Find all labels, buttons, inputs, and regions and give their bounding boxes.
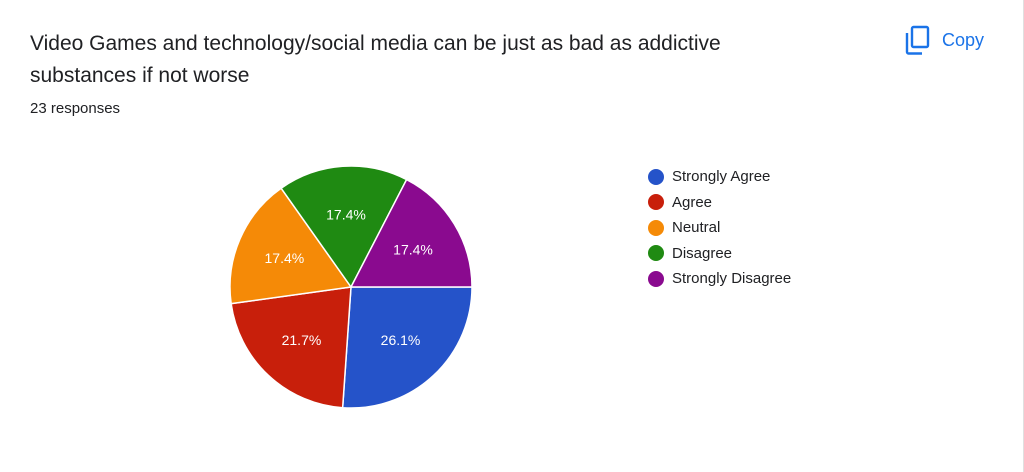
- slice-label: 17.4%: [393, 241, 433, 257]
- legend-label: Neutral: [672, 219, 721, 237]
- legend-item-strongly-disagree[interactable]: Strongly Disagree: [648, 266, 791, 292]
- legend-swatch: [648, 219, 664, 236]
- slice-label: 17.4%: [326, 207, 366, 223]
- legend-label: Strongly Agree: [672, 168, 771, 186]
- slice-label: 21.7%: [282, 332, 322, 348]
- legend-item-strongly-agree[interactable]: Strongly Agree: [648, 164, 791, 190]
- copy-icon: [904, 25, 930, 55]
- question-title: Video Games and technology/social media …: [30, 32, 721, 87]
- legend-swatch: [648, 270, 664, 287]
- pie-slice-neutral[interactable]: [229, 187, 353, 305]
- legend-label: Agree: [672, 193, 713, 211]
- copy-button[interactable]: Copy: [896, 20, 992, 60]
- legend-swatch: [648, 168, 664, 185]
- legend-swatch: [648, 245, 664, 262]
- pie-slice-agree[interactable]: [230, 286, 352, 409]
- pie-slice-strongly-disagree[interactable]: [349, 178, 473, 288]
- legend: Strongly Agree Agree Neutral Disagree St…: [648, 164, 791, 292]
- legend-label: Strongly Disagree: [672, 270, 792, 288]
- legend-swatch: [648, 194, 664, 211]
- pie-slice-disagree[interactable]: [280, 165, 408, 289]
- slice-label: 17.4%: [265, 250, 305, 266]
- legend-label: Disagree: [672, 244, 733, 262]
- pie-slice-strongly-agree[interactable]: [341, 286, 473, 409]
- slice-label: 26.1%: [381, 332, 421, 348]
- response-count: 23 responses: [30, 100, 121, 117]
- legend-item-neutral[interactable]: Neutral: [648, 215, 791, 241]
- copy-label: Copy: [942, 29, 985, 50]
- legend-item-agree[interactable]: Agree: [648, 190, 791, 216]
- legend-item-disagree[interactable]: Disagree: [648, 241, 791, 267]
